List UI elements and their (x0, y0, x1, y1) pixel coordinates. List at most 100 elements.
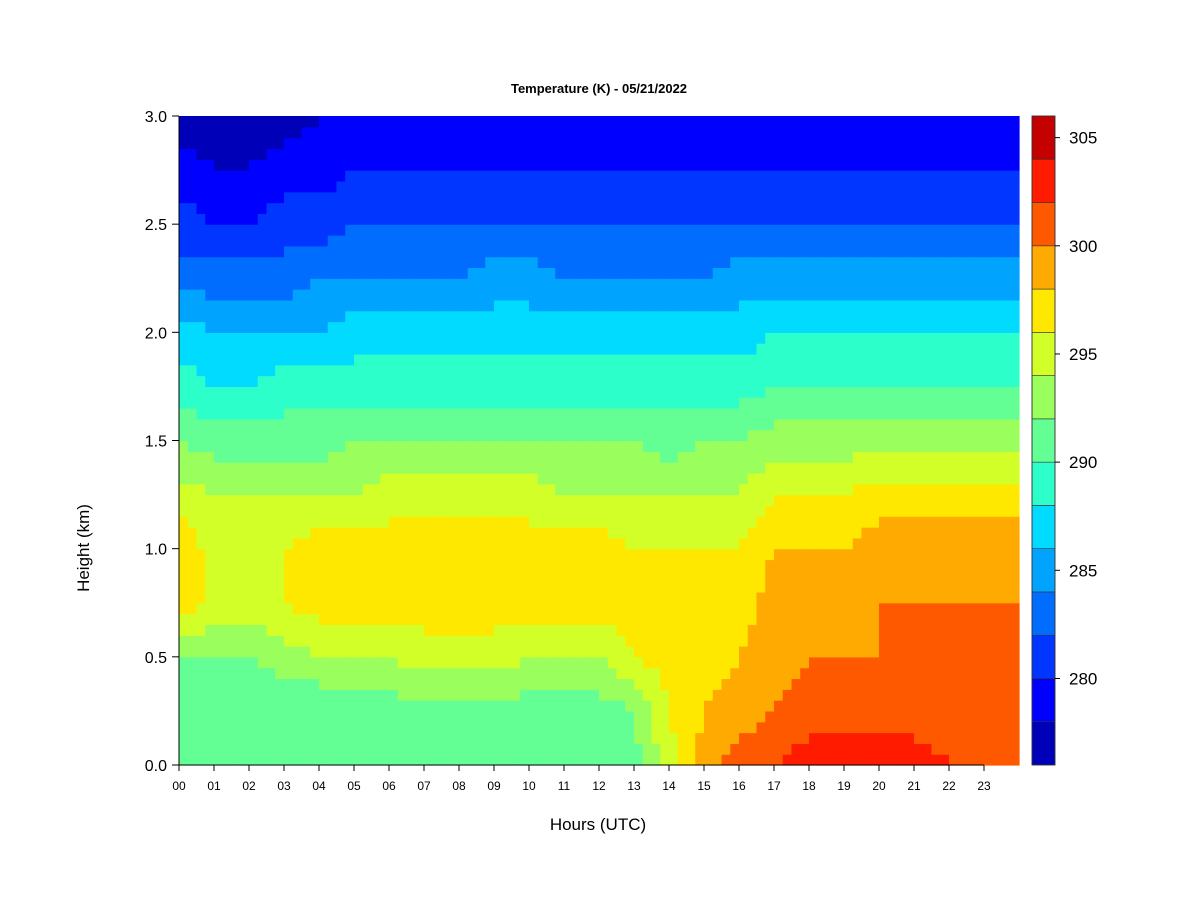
heatmap-cell (354, 537, 364, 550)
heatmap-cell (774, 116, 784, 128)
heatmap-cell (791, 516, 801, 528)
heatmap-cell (476, 397, 486, 409)
heatmap-cell (712, 527, 723, 539)
heatmap-cell (485, 656, 495, 669)
heatmap-cell (782, 635, 793, 647)
heatmap-cell (546, 527, 556, 539)
heatmap-cell (345, 137, 355, 150)
heatmap-cell (677, 494, 688, 506)
heatmap-cell (222, 213, 233, 225)
heatmap-cell (362, 429, 373, 442)
heatmap-cell (625, 137, 635, 150)
heatmap-cell (564, 191, 574, 204)
heatmap-cell (756, 743, 766, 755)
heatmap-cell (747, 397, 758, 409)
heatmap-cell (739, 548, 749, 561)
heatmap-cell (695, 516, 705, 528)
heatmap-cell (677, 126, 688, 139)
heatmap-cell (336, 429, 346, 442)
heatmap-cell (791, 548, 801, 561)
heatmap-cell (485, 278, 495, 290)
heatmap-cell (634, 267, 644, 279)
heatmap-cell (459, 581, 469, 593)
heatmap-cell (319, 656, 329, 669)
heatmap-cell (844, 548, 854, 561)
heatmap-cell (520, 386, 530, 398)
heatmap-cell (852, 224, 863, 236)
heatmap-cell (879, 224, 889, 236)
heatmap-cell (336, 159, 346, 171)
heatmap-cell (511, 299, 521, 312)
heatmap-cell (249, 278, 259, 290)
heatmap-cell (581, 267, 591, 279)
heatmap-cell (502, 451, 513, 463)
heatmap-cell (292, 170, 303, 182)
heatmap-cell (292, 397, 303, 409)
heatmap-plot-area (179, 116, 1020, 766)
heatmap-cell (844, 505, 854, 517)
heatmap-cell (616, 116, 626, 128)
heatmap-cell (222, 754, 233, 766)
heatmap-cell (852, 743, 863, 755)
heatmap-cell (257, 224, 268, 236)
heatmap-cell (712, 613, 723, 625)
heatmap-cell (756, 710, 766, 723)
heatmap-cell (739, 137, 749, 150)
heatmap-cell (450, 289, 460, 301)
heatmap-cell (774, 234, 784, 247)
heatmap-cell (432, 234, 443, 247)
heatmap-cell (791, 667, 801, 680)
heatmap-cell (476, 310, 486, 323)
heatmap-cell (537, 721, 548, 734)
heatmap-cell (581, 710, 591, 723)
heatmap-cell (354, 116, 364, 128)
heatmap-cell (266, 256, 276, 269)
heatmap-cell (870, 429, 880, 442)
heatmap-cell (240, 591, 250, 604)
heatmap-cell (686, 635, 696, 647)
heatmap-cell (852, 429, 863, 442)
heatmap-cell (581, 570, 591, 582)
heatmap-cell (826, 678, 836, 690)
heatmap-cell (861, 678, 871, 690)
heatmap-cell (572, 602, 583, 615)
heatmap-cell (214, 397, 224, 409)
heatmap-cell (660, 191, 670, 204)
heatmap-cell (205, 700, 215, 712)
heatmap-cell (887, 700, 898, 712)
heatmap-cell (319, 667, 329, 680)
heatmap-cell (669, 527, 679, 539)
heatmap-cell (310, 278, 320, 290)
heatmap-cell (677, 635, 688, 647)
heatmap-cell (835, 289, 845, 301)
heatmap-cell (607, 180, 618, 193)
heatmap-cell (747, 656, 758, 669)
heatmap-cell (494, 245, 504, 258)
heatmap-cell (625, 581, 635, 593)
heatmap-cell (555, 494, 565, 506)
heatmap-cell (196, 678, 206, 690)
heatmap-cell (249, 321, 259, 333)
heatmap-cell (459, 472, 469, 485)
heatmap-cell (564, 472, 574, 485)
heatmap-cell (677, 408, 688, 420)
heatmap-cell (870, 537, 880, 550)
heatmap-cell (616, 278, 626, 290)
heatmap-cell (625, 310, 635, 323)
heatmap-cell (336, 591, 346, 604)
heatmap-cell (371, 397, 381, 409)
heatmap-cell (896, 116, 906, 128)
heatmap-cell (310, 689, 320, 701)
heatmap-cell (669, 408, 679, 420)
heatmap-cell (695, 462, 705, 474)
heatmap-cell (459, 721, 469, 734)
heatmap-cell (415, 559, 425, 571)
heatmap-cell (187, 429, 198, 442)
heatmap-cell (651, 678, 661, 690)
heatmap-cell (887, 299, 898, 312)
heatmap-cell (826, 245, 836, 258)
heatmap-cell (275, 635, 285, 647)
heatmap-cell (476, 537, 486, 550)
heatmap-cell (327, 245, 338, 258)
heatmap-cell (459, 159, 469, 171)
